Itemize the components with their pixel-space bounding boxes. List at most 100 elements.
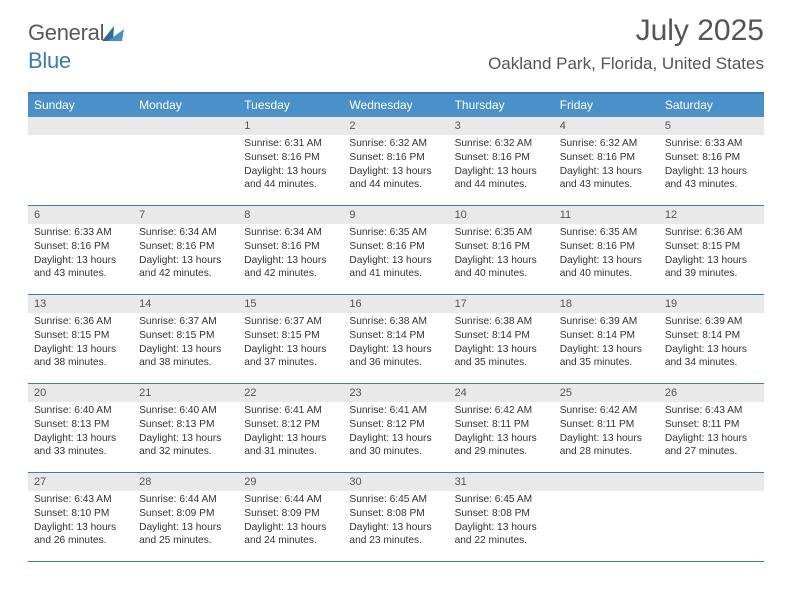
cell-info: Sunrise: 6:42 AMSunset: 8:11 PMDaylight:… — [449, 402, 554, 463]
cell-info: Sunrise: 6:33 AMSunset: 8:16 PMDaylight:… — [28, 224, 133, 285]
sunrise-line: Sunrise: 6:37 AM — [139, 315, 232, 329]
sunrise-line: Sunrise: 6:43 AM — [665, 404, 758, 418]
cell-info: Sunrise: 6:32 AMSunset: 8:16 PMDaylight:… — [554, 135, 659, 196]
date-number: 8 — [238, 206, 343, 224]
daylight-line: Daylight: 13 hours and 43 minutes. — [560, 165, 653, 193]
date-number: 4 — [554, 117, 659, 135]
sunrise-line: Sunrise: 6:34 AM — [139, 226, 232, 240]
calendar-cell: 30Sunrise: 6:45 AMSunset: 8:08 PMDayligh… — [343, 473, 448, 561]
cell-info: Sunrise: 6:45 AMSunset: 8:08 PMDaylight:… — [449, 491, 554, 552]
calendar-cell: 23Sunrise: 6:41 AMSunset: 8:12 PMDayligh… — [343, 384, 448, 472]
daylight-line: Daylight: 13 hours and 30 minutes. — [349, 432, 442, 460]
date-number: 5 — [659, 117, 764, 135]
calendar-cell: 10Sunrise: 6:35 AMSunset: 8:16 PMDayligh… — [449, 206, 554, 294]
date-number: 29 — [238, 473, 343, 491]
date-number: 6 — [28, 206, 133, 224]
daylight-line: Daylight: 13 hours and 42 minutes. — [139, 254, 232, 282]
date-number: 18 — [554, 295, 659, 313]
daylight-line: Daylight: 13 hours and 24 minutes. — [244, 521, 337, 549]
logo: General Blue — [28, 20, 124, 74]
sunset-line: Sunset: 8:15 PM — [665, 240, 758, 254]
date-number: 1 — [238, 117, 343, 135]
cell-info: Sunrise: 6:37 AMSunset: 8:15 PMDaylight:… — [238, 313, 343, 374]
date-number — [133, 117, 238, 135]
cell-info: Sunrise: 6:32 AMSunset: 8:16 PMDaylight:… — [343, 135, 448, 196]
daylight-line: Daylight: 13 hours and 41 minutes. — [349, 254, 442, 282]
calendar-cell: 17Sunrise: 6:38 AMSunset: 8:14 PMDayligh… — [449, 295, 554, 383]
sunset-line: Sunset: 8:16 PM — [244, 240, 337, 254]
sunset-line: Sunset: 8:13 PM — [34, 418, 127, 432]
calendar-cell: 18Sunrise: 6:39 AMSunset: 8:14 PMDayligh… — [554, 295, 659, 383]
cell-info: Sunrise: 6:31 AMSunset: 8:16 PMDaylight:… — [238, 135, 343, 196]
calendar-cell: 13Sunrise: 6:36 AMSunset: 8:15 PMDayligh… — [28, 295, 133, 383]
header: General Blue July 2025 Oakland Park, Flo… — [28, 18, 764, 78]
sunrise-line: Sunrise: 6:35 AM — [349, 226, 442, 240]
cell-info: Sunrise: 6:40 AMSunset: 8:13 PMDaylight:… — [28, 402, 133, 463]
sunrise-line: Sunrise: 6:36 AM — [665, 226, 758, 240]
date-number: 11 — [554, 206, 659, 224]
cell-info: Sunrise: 6:41 AMSunset: 8:12 PMDaylight:… — [343, 402, 448, 463]
weeks-container: 1Sunrise: 6:31 AMSunset: 8:16 PMDaylight… — [28, 117, 764, 562]
logo-mark-icon — [102, 22, 124, 48]
sunrise-line: Sunrise: 6:35 AM — [455, 226, 548, 240]
date-number: 13 — [28, 295, 133, 313]
cell-info: Sunrise: 6:38 AMSunset: 8:14 PMDaylight:… — [449, 313, 554, 374]
daylight-line: Daylight: 13 hours and 44 minutes. — [349, 165, 442, 193]
day-header-row: Sunday Monday Tuesday Wednesday Thursday… — [28, 94, 764, 117]
daylight-line: Daylight: 13 hours and 36 minutes. — [349, 343, 442, 371]
cell-info: Sunrise: 6:42 AMSunset: 8:11 PMDaylight:… — [554, 402, 659, 463]
cell-info: Sunrise: 6:39 AMSunset: 8:14 PMDaylight:… — [554, 313, 659, 374]
sunrise-line: Sunrise: 6:36 AM — [34, 315, 127, 329]
calendar-cell: 5Sunrise: 6:33 AMSunset: 8:16 PMDaylight… — [659, 117, 764, 205]
page: General Blue July 2025 Oakland Park, Flo… — [0, 0, 792, 582]
cell-info: Sunrise: 6:43 AMSunset: 8:11 PMDaylight:… — [659, 402, 764, 463]
daylight-line: Daylight: 13 hours and 38 minutes. — [139, 343, 232, 371]
date-number — [28, 117, 133, 135]
sunset-line: Sunset: 8:08 PM — [455, 507, 548, 521]
day-header: Tuesday — [238, 94, 343, 117]
sunrise-line: Sunrise: 6:45 AM — [455, 493, 548, 507]
sunset-line: Sunset: 8:16 PM — [560, 151, 653, 165]
daylight-line: Daylight: 13 hours and 40 minutes. — [560, 254, 653, 282]
calendar-cell: 6Sunrise: 6:33 AMSunset: 8:16 PMDaylight… — [28, 206, 133, 294]
sunrise-line: Sunrise: 6:40 AM — [34, 404, 127, 418]
calendar-cell: 26Sunrise: 6:43 AMSunset: 8:11 PMDayligh… — [659, 384, 764, 472]
sunset-line: Sunset: 8:16 PM — [349, 151, 442, 165]
sunset-line: Sunset: 8:16 PM — [139, 240, 232, 254]
calendar-cell: 4Sunrise: 6:32 AMSunset: 8:16 PMDaylight… — [554, 117, 659, 205]
calendar-cell: 14Sunrise: 6:37 AMSunset: 8:15 PMDayligh… — [133, 295, 238, 383]
calendar-cell — [659, 473, 764, 561]
daylight-line: Daylight: 13 hours and 40 minutes. — [455, 254, 548, 282]
sunrise-line: Sunrise: 6:44 AM — [244, 493, 337, 507]
day-header: Friday — [554, 94, 659, 117]
cell-info: Sunrise: 6:43 AMSunset: 8:10 PMDaylight:… — [28, 491, 133, 552]
date-number: 15 — [238, 295, 343, 313]
date-number: 23 — [343, 384, 448, 402]
calendar-cell: 27Sunrise: 6:43 AMSunset: 8:10 PMDayligh… — [28, 473, 133, 561]
cell-info: Sunrise: 6:44 AMSunset: 8:09 PMDaylight:… — [133, 491, 238, 552]
sunset-line: Sunset: 8:16 PM — [560, 240, 653, 254]
sunset-line: Sunset: 8:11 PM — [560, 418, 653, 432]
daylight-line: Daylight: 13 hours and 34 minutes. — [665, 343, 758, 371]
date-number: 20 — [28, 384, 133, 402]
date-number: 16 — [343, 295, 448, 313]
sunrise-line: Sunrise: 6:38 AM — [455, 315, 548, 329]
cell-info: Sunrise: 6:39 AMSunset: 8:14 PMDaylight:… — [659, 313, 764, 374]
sunrise-line: Sunrise: 6:39 AM — [665, 315, 758, 329]
sunrise-line: Sunrise: 6:38 AM — [349, 315, 442, 329]
date-number: 27 — [28, 473, 133, 491]
cell-info: Sunrise: 6:36 AMSunset: 8:15 PMDaylight:… — [28, 313, 133, 374]
calendar-cell: 9Sunrise: 6:35 AMSunset: 8:16 PMDaylight… — [343, 206, 448, 294]
calendar-cell: 20Sunrise: 6:40 AMSunset: 8:13 PMDayligh… — [28, 384, 133, 472]
sunset-line: Sunset: 8:11 PM — [665, 418, 758, 432]
sunrise-line: Sunrise: 6:40 AM — [139, 404, 232, 418]
cell-info: Sunrise: 6:32 AMSunset: 8:16 PMDaylight:… — [449, 135, 554, 196]
date-number: 25 — [554, 384, 659, 402]
calendar-cell — [28, 117, 133, 205]
cell-info: Sunrise: 6:40 AMSunset: 8:13 PMDaylight:… — [133, 402, 238, 463]
cell-info: Sunrise: 6:35 AMSunset: 8:16 PMDaylight:… — [554, 224, 659, 285]
date-number: 2 — [343, 117, 448, 135]
calendar-cell: 2Sunrise: 6:32 AMSunset: 8:16 PMDaylight… — [343, 117, 448, 205]
calendar-cell: 16Sunrise: 6:38 AMSunset: 8:14 PMDayligh… — [343, 295, 448, 383]
day-header: Sunday — [28, 94, 133, 117]
